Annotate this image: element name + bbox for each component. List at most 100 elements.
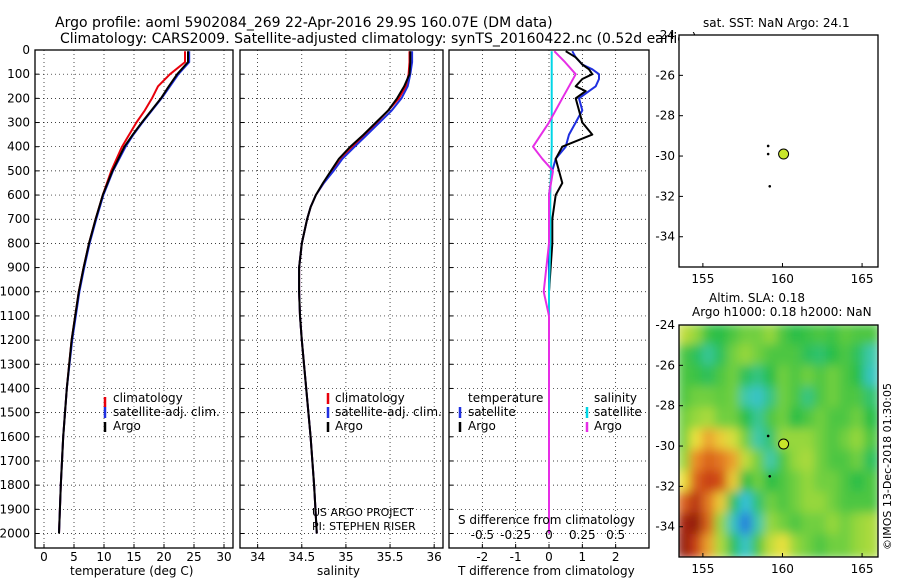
s-difference-xlabel: S difference from climatology	[458, 513, 635, 527]
heatmap-cell	[726, 344, 744, 370]
heatmap-cell	[689, 407, 706, 433]
heatmap-cell	[701, 386, 719, 412]
depth-tick-label: 1000	[0, 285, 30, 299]
legend-temperature-header: temperature	[468, 391, 543, 405]
heatmap-cell	[838, 344, 856, 370]
heatmap-cell	[714, 449, 731, 475]
heatmap-cell	[714, 428, 731, 454]
series-line-argo	[298, 51, 412, 534]
heatmap-cell	[764, 365, 781, 391]
heatmap-cell	[851, 386, 868, 412]
heatmap-cell	[739, 365, 756, 391]
s-tick-label: -0.25	[500, 528, 531, 542]
heatmap-cell	[826, 386, 843, 412]
map-y-tick-label: -34	[655, 230, 675, 244]
heatmap-cell	[764, 512, 781, 538]
depth-tick-label: 1900	[0, 502, 30, 516]
series-line-argo	[58, 51, 189, 534]
heatmap-cell	[776, 344, 793, 370]
heatmap-cell	[739, 449, 756, 475]
heatmap-cell	[751, 386, 768, 412]
salinity-x-ticks: 34 34.5 35 35.5 36	[250, 550, 442, 564]
heatmap-cell	[751, 470, 768, 496]
heatmap-cell	[701, 491, 719, 517]
heatmap-cell	[776, 512, 793, 538]
heatmap-cell	[813, 470, 831, 496]
x-tick-label: -2	[476, 550, 488, 564]
salinity-lines	[298, 51, 414, 534]
legend-argo-label: Argo	[113, 419, 141, 433]
depth-tick-label: 600	[7, 188, 30, 202]
heatmap-cell	[714, 344, 731, 370]
heatmap-cell	[838, 533, 856, 557]
profile-location-marker	[778, 148, 790, 160]
altimetry-map-title: Altim. SLA: 0.18	[709, 291, 805, 305]
legend-climatology-label: climatology	[335, 391, 405, 405]
map-y-tick-label: -26	[655, 68, 675, 82]
map-y-tick-label: -30	[655, 439, 675, 453]
heatmap-cell	[801, 386, 818, 412]
depth-tick-label: 500	[7, 164, 30, 178]
heatmap-cell	[863, 407, 878, 433]
heatmap-cell	[851, 491, 868, 517]
heatmap-cell	[751, 365, 768, 391]
imos-watermark: ©IMOS 13-Dec-2018 01:30:05	[881, 383, 894, 550]
heatmap-cell	[863, 512, 878, 538]
heatmap-cell	[726, 386, 744, 412]
heatmap-cell	[776, 449, 793, 475]
heatmap-cell	[689, 491, 706, 517]
heatmap-cell	[826, 407, 843, 433]
s-tick-label: 0.25	[569, 528, 596, 542]
series-line-temperature-argo	[548, 50, 594, 534]
depth-tick-label: 1400	[0, 381, 30, 395]
heatmap-cell	[764, 325, 781, 349]
heatmap-cell	[764, 386, 781, 412]
heatmap-cell	[689, 386, 706, 412]
heatmap-cell	[739, 533, 756, 557]
title-line-1: Argo profile: aoml 5902084_269 22-Apr-20…	[55, 15, 553, 31]
track-point	[766, 434, 770, 438]
heatmap-cell	[838, 407, 856, 433]
heatmap-cell	[813, 407, 831, 433]
x-tick-label: 2	[612, 550, 620, 564]
heatmap-cell	[851, 344, 868, 370]
heatmap-cell	[813, 325, 831, 349]
x-tick-label: 34.5	[288, 550, 315, 564]
heatmap-cell	[764, 470, 781, 496]
heatmap-cell	[838, 365, 856, 391]
credit-pi: PI: STEPHEN RISER	[312, 520, 416, 533]
heatmap-cell	[689, 470, 706, 496]
track-point	[768, 475, 772, 478]
heatmap-cell	[714, 470, 731, 496]
depth-tick-label: 100	[7, 67, 30, 81]
map-x-tick-label: 160	[771, 272, 794, 286]
depth-tick-label: 200	[7, 91, 30, 105]
heatmap-cell	[863, 386, 878, 412]
heatmap-cell	[714, 533, 731, 557]
sst-map-panel: sat. SST: NaN Argo: 24.1 155 160 165 -24 -26…	[655, 16, 879, 286]
heatmap-cell	[701, 407, 719, 433]
heatmap-cell	[813, 512, 831, 538]
heatmap-cell	[689, 325, 706, 349]
x-tick-label: 1	[579, 550, 587, 564]
heatmap-cell	[764, 344, 781, 370]
heatmap-cell	[813, 449, 831, 475]
heatmap-cell	[689, 449, 706, 475]
map-y-tick-label: -34	[655, 520, 675, 534]
heatmap-cell	[776, 407, 793, 433]
x-tick-label: 36	[427, 550, 442, 564]
heatmap-cell	[701, 533, 719, 557]
difference-lines	[532, 50, 600, 534]
heatmap-cell	[776, 491, 793, 517]
legend-climatology-label: climatology	[113, 391, 183, 405]
depth-tick-label: 1500	[0, 406, 30, 420]
heatmap-cell	[813, 365, 831, 391]
heatmap-cell	[726, 325, 744, 349]
map-x-tick-label: 165	[851, 562, 874, 576]
heatmap-cell	[838, 325, 856, 349]
heatmap-cell	[801, 512, 818, 538]
depth-axis-labels: 0 100 200 300 400 500 600 700 800 900 1000 1100 1200…	[0, 43, 30, 540]
map-y-tick-label: -28	[655, 109, 675, 123]
heatmap-cell	[838, 386, 856, 412]
